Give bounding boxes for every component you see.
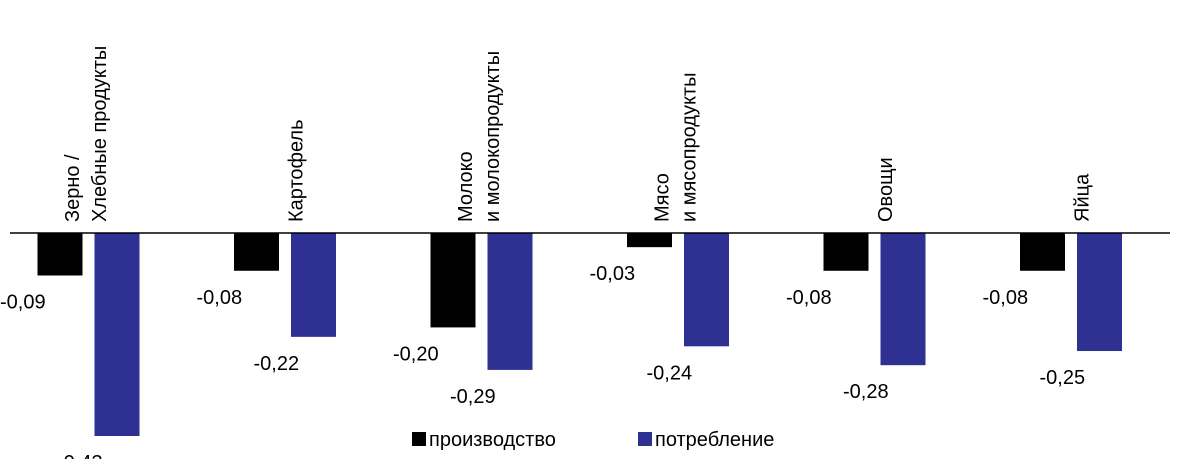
bar-production-3	[627, 233, 672, 248]
bar-consumption-1	[291, 233, 336, 337]
category-label-4-line-0: Овощи	[875, 157, 897, 222]
bar-production-0	[37, 233, 83, 276]
category-label-2-line-0: Молоко	[455, 151, 477, 222]
value-label-consumption-0: -0,43	[57, 452, 103, 459]
category-label-3-line-1: и мясопродукты	[679, 73, 701, 222]
bar-production-2	[430, 233, 476, 328]
legend: производство потребление	[412, 429, 774, 451]
value-label-production-4: -0,08	[786, 287, 832, 309]
value-label-consumption-1: -0,22	[254, 353, 300, 375]
value-label-production-1: -0,08	[197, 287, 243, 309]
bar-consumption-5	[1077, 233, 1122, 352]
category-labels: Зерно / Хлебные продукты Картофель Молоко и …	[62, 46, 1094, 222]
value-label-production-0: -0,09	[0, 291, 46, 313]
legend-swatch-production	[412, 432, 426, 446]
category-label-0-line-0: Зерно /	[62, 154, 84, 222]
legend-label-consumption: потребление	[655, 429, 774, 451]
bar-production-1	[234, 233, 279, 271]
bar-consumption-0	[94, 233, 140, 436]
category-label-5-line-0: Яйца	[1072, 173, 1094, 222]
value-label-production-2: -0,20	[393, 343, 439, 365]
value-label-consumption-4: -0,28	[843, 381, 889, 403]
value-label-consumption-5: -0,25	[1040, 367, 1086, 389]
value-labels: -0,09 -0,08 -0,20 -0,03 -0,08 -0,08 -0,43 -0,22…	[0, 263, 1085, 459]
bar-consumption-3	[684, 233, 729, 347]
legend-label-production: производство	[429, 429, 556, 451]
category-label-0-line-1: Хлебные продукты	[89, 46, 111, 222]
value-label-production-5: -0,08	[983, 287, 1029, 309]
bar-production-5	[1020, 233, 1065, 271]
bar-consumption-4	[880, 233, 926, 366]
category-label-2-line-1: и молокопродукты	[482, 51, 504, 222]
bars-group	[37, 233, 1122, 436]
bar-consumption-2	[487, 233, 533, 370]
value-label-production-3: -0,03	[590, 263, 636, 285]
category-label-3-line-0: Мясо	[652, 173, 674, 222]
bar-production-4	[823, 233, 869, 271]
category-label-1-line-0: Картофель	[286, 119, 308, 222]
value-label-consumption-3: -0,24	[647, 362, 693, 384]
legend-swatch-consumption	[638, 432, 652, 446]
value-label-consumption-2: -0,29	[450, 386, 496, 408]
